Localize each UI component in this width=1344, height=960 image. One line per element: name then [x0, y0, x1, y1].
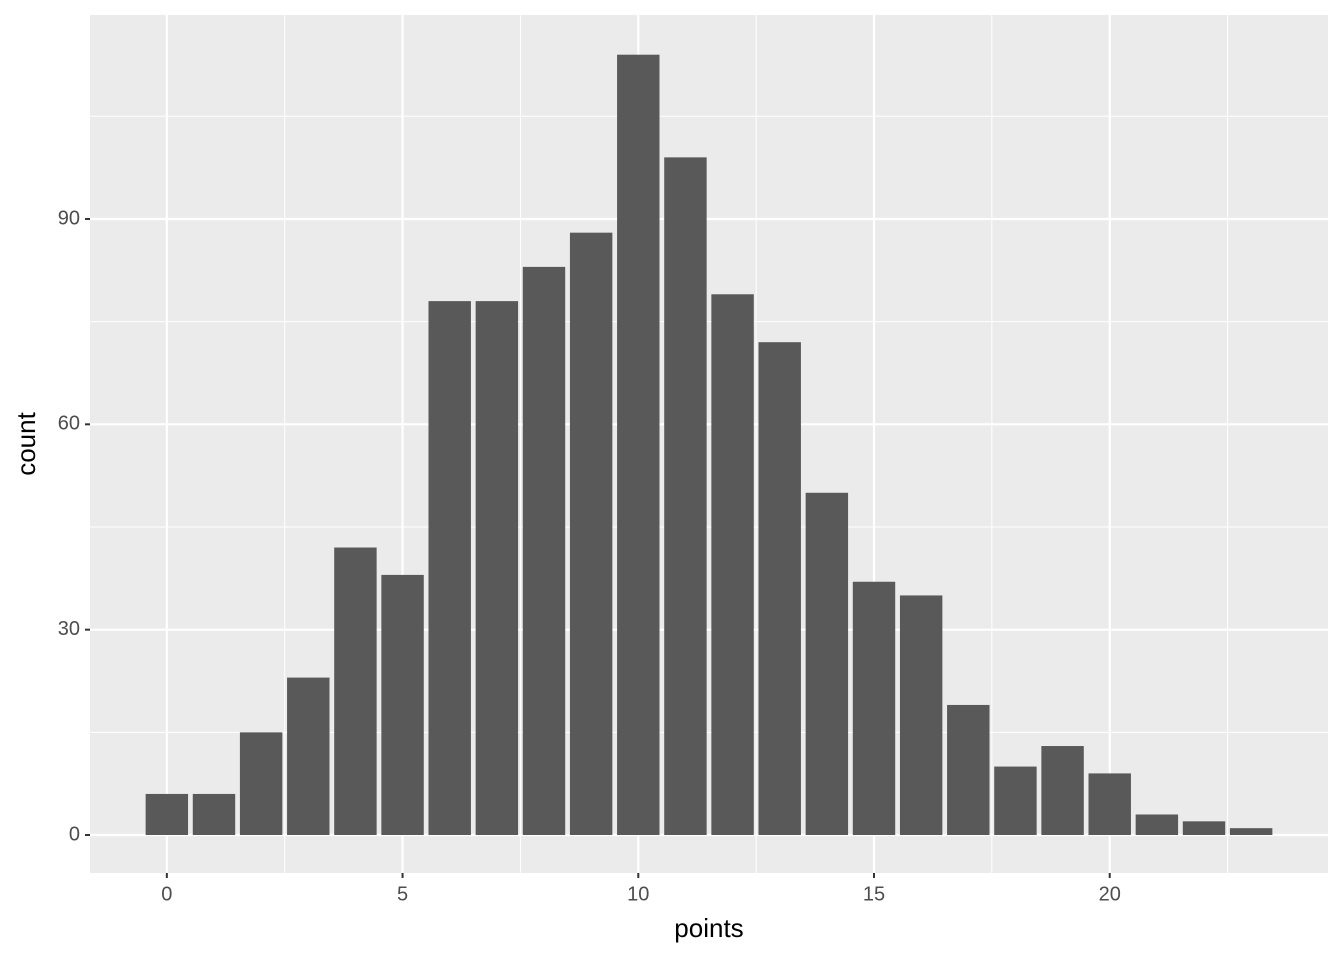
bar: [334, 547, 377, 836]
bar: [1229, 828, 1273, 836]
bar: [1041, 746, 1084, 836]
bar: [428, 301, 471, 836]
y-tick-label: 0: [69, 823, 80, 845]
bar: [239, 732, 283, 836]
bar: [994, 766, 1037, 836]
bar: [522, 266, 566, 836]
bar: [852, 581, 896, 836]
bar: [1135, 814, 1179, 836]
x-tick-label: 10: [627, 883, 649, 905]
bar: [381, 574, 424, 836]
bar: [1088, 773, 1131, 836]
bar: [758, 342, 801, 836]
bar: [1182, 821, 1226, 836]
y-tick-label: 60: [58, 413, 80, 435]
x-tick-label: 20: [1099, 883, 1121, 905]
bar: [475, 301, 519, 836]
bar: [899, 595, 943, 836]
x-axis-title: points: [674, 913, 743, 943]
x-tick-label: 5: [397, 883, 408, 905]
bar: [664, 157, 707, 836]
x-tick-label: 15: [863, 883, 885, 905]
bar: [617, 54, 660, 836]
x-tick-label: 0: [161, 883, 172, 905]
bar: [569, 232, 613, 836]
y-axis-title: count: [11, 411, 41, 475]
bar: [947, 704, 990, 836]
y-tick-label: 90: [58, 207, 80, 229]
bar: [711, 294, 754, 836]
bar: [145, 793, 189, 836]
bar: [287, 677, 330, 836]
y-tick-label: 30: [58, 618, 80, 640]
bar: [192, 793, 236, 836]
bar: [805, 492, 849, 836]
